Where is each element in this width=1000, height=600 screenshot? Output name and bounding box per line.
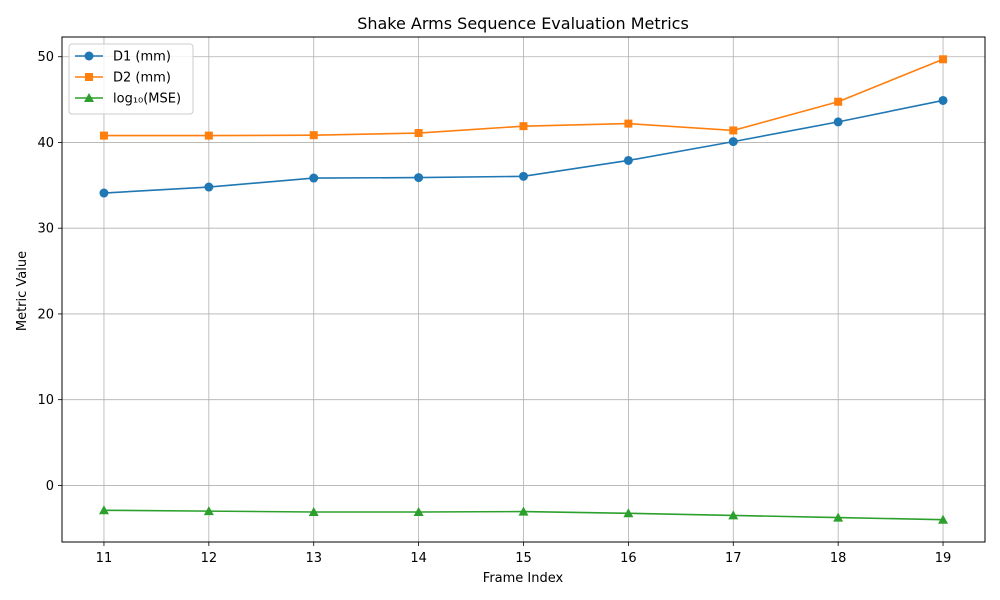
data-point (98, 505, 109, 515)
x-tick-label: 17 (725, 551, 742, 566)
x-tick-label: 11 (96, 551, 113, 566)
x-tick-label: 12 (201, 551, 218, 566)
legend: D1 (mm) D2 (mm) log₁₀(MSE) (68, 43, 194, 115)
series-1 (99, 95, 948, 198)
data-point (99, 188, 109, 198)
y-axis-label: Metric Value (15, 251, 30, 331)
x-axis-label: Frame Index (483, 571, 564, 586)
x-axis: 11 12 13 14 15 16 17 18 19 (96, 542, 952, 566)
data-point (834, 97, 843, 106)
x-tick-label: 13 (305, 551, 322, 566)
data-point (729, 126, 738, 135)
x-tick-label: 14 (410, 551, 427, 566)
legend-label: log₁₀(MSE) (113, 92, 181, 107)
data-point (518, 506, 529, 516)
data-point (309, 131, 318, 140)
data-point (938, 514, 949, 524)
legend-item: D2 (mm) (75, 71, 171, 86)
data-point (624, 119, 633, 128)
legend-marker (84, 93, 94, 102)
data-point (728, 510, 739, 520)
y-tick-label: 30 (37, 222, 54, 237)
legend-marker (84, 51, 94, 61)
y-tick-label: 50 (37, 50, 54, 65)
x-tick-label: 15 (515, 551, 532, 566)
x-tick-label: 18 (830, 551, 847, 566)
data-point (204, 182, 214, 192)
data-point (833, 512, 844, 522)
data-point (414, 173, 424, 183)
series-3 (98, 505, 949, 524)
y-axis: 0 10 20 30 40 50 (37, 50, 62, 494)
chart-title: Shake Arms Sequence Evaluation Metrics (357, 14, 689, 33)
data-point (414, 129, 423, 138)
data-point (309, 173, 319, 183)
legend-item: log₁₀(MSE) (75, 92, 181, 107)
data-point (204, 131, 213, 140)
y-tick-label: 10 (37, 393, 54, 408)
data-point (938, 95, 948, 105)
y-tick-label: 40 (37, 136, 54, 151)
data-point (728, 137, 738, 147)
data-point (939, 55, 948, 64)
x-tick-label: 19 (935, 551, 952, 566)
legend-label: D2 (mm) (113, 71, 171, 86)
data-point (99, 131, 108, 140)
x-tick-label: 16 (620, 551, 637, 566)
data-point (519, 122, 528, 131)
legend-box (68, 43, 194, 115)
data-point (308, 506, 319, 516)
data-point (203, 506, 214, 516)
series-2 (99, 55, 948, 140)
data-point (623, 508, 634, 518)
legend-label: D1 (mm) (113, 50, 171, 65)
y-tick-label: 0 (46, 479, 54, 494)
data-point (413, 506, 424, 516)
legend-marker (85, 73, 93, 81)
data-point (519, 171, 528, 181)
y-tick-label: 20 (37, 307, 54, 322)
data-point (623, 155, 633, 165)
data-point (833, 117, 843, 127)
legend-item: D1 (mm) (75, 50, 171, 65)
series-group (98, 55, 949, 524)
